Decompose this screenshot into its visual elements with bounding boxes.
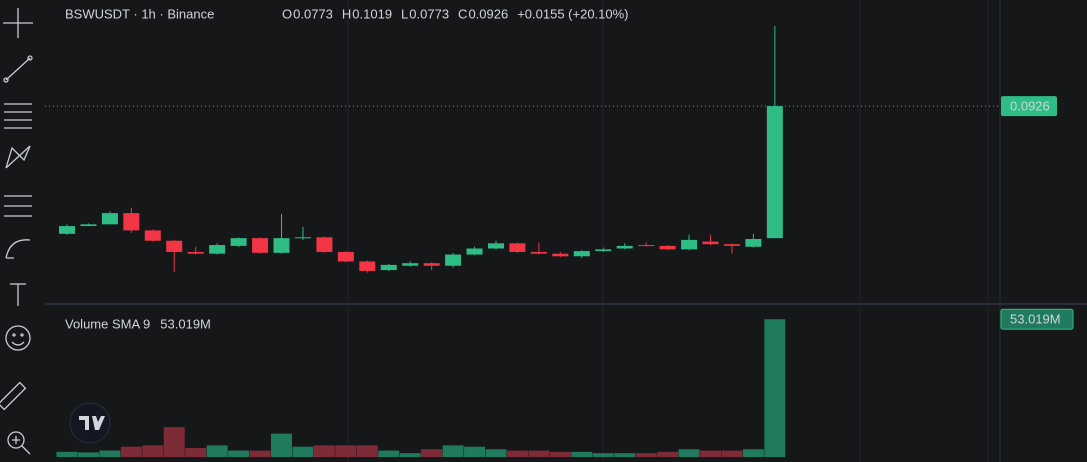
symbol-title: BSWUSDT · 1h · Binance: [65, 6, 214, 21]
volume-bar: [142, 445, 164, 458]
volume-bar: [549, 451, 571, 458]
candle-body: [702, 241, 719, 245]
ohlc-value: 0.1019: [352, 6, 392, 21]
volume-bar: [592, 453, 614, 458]
volume-bar: [249, 450, 271, 458]
candle-body: [359, 261, 376, 271]
volume-bar: [399, 453, 421, 458]
candle-body: [573, 251, 590, 257]
ohlc-value: 0.0773: [409, 6, 449, 21]
ohlc-value: 0.0926: [468, 6, 508, 21]
candle-body: [80, 224, 97, 227]
candle-body: [595, 249, 612, 252]
candle-body: [616, 245, 633, 249]
volume-bar: [356, 445, 378, 458]
volume-bar: [742, 449, 764, 458]
volume-bar: [721, 450, 743, 458]
volume-bar: [56, 451, 78, 458]
candle-body: [552, 253, 569, 257]
volume-bar: [506, 450, 528, 458]
toolbar: [0, 8, 33, 455]
volume-bar: [764, 319, 786, 458]
indicator-title: Volume SMA 9: [65, 316, 150, 331]
candle-body: [209, 245, 226, 254]
volume-bar: [163, 427, 185, 458]
volume-bar: [77, 452, 99, 458]
candle-body: [252, 238, 269, 253]
volume-bar: [206, 445, 228, 458]
candle-body: [273, 238, 290, 253]
candle-body: [316, 237, 333, 252]
candle-body: [423, 263, 440, 266]
volume-tag-label: 53.019M: [1010, 312, 1061, 327]
candle-body: [745, 239, 762, 247]
candle-body: [294, 237, 311, 239]
candle-body: [59, 226, 75, 234]
volume-bar: [185, 447, 207, 458]
candle-body: [466, 248, 483, 255]
candle-body: [488, 243, 504, 249]
volume-bar: [99, 450, 121, 458]
ohlc-value: 0.0773: [293, 6, 333, 21]
candle-body: [530, 251, 547, 254]
volume-bar: [678, 449, 700, 458]
volume-bar: [614, 453, 636, 458]
candle-body: [187, 251, 204, 254]
candle-body: [123, 213, 140, 231]
volume-bar: [313, 445, 335, 458]
volume-bar: [378, 450, 400, 458]
candle-body: [681, 239, 698, 250]
volume-tag: [1000, 308, 1074, 330]
volume-bar: [421, 449, 443, 458]
volume-bar: [335, 445, 357, 458]
volume-bar: [635, 453, 657, 458]
candle-body: [337, 251, 354, 262]
volume-bar: [228, 450, 250, 458]
ohlc-key: C: [458, 6, 467, 21]
volume-bar: [700, 450, 721, 458]
price-change: +0.0155 (+20.10%): [517, 6, 628, 21]
indicator-value: 53.019M: [160, 316, 211, 331]
volume-bar: [485, 449, 507, 458]
candle-body: [659, 245, 676, 250]
volume-bar: [442, 445, 464, 458]
candle-body: [101, 213, 118, 225]
ohlc-key: L: [401, 6, 408, 21]
volume-bar: [528, 450, 550, 458]
candle-body: [509, 243, 526, 252]
volume-bar: [571, 451, 593, 458]
last-price-tag: [1001, 96, 1057, 117]
volume-bar: [120, 446, 142, 458]
last-price-label: 0.0926: [1010, 99, 1050, 114]
candle-body: [402, 263, 419, 266]
candle-body: [144, 230, 161, 241]
candle-body: [230, 238, 247, 246]
candle-body: [166, 240, 183, 252]
candle-body: [766, 106, 783, 239]
volume-bar: [464, 446, 486, 458]
ohlc-key: O: [282, 6, 292, 21]
volume-bar: [657, 451, 679, 458]
candle-body: [445, 254, 462, 266]
candle-body: [638, 245, 655, 247]
candle-body: [380, 264, 397, 271]
volume-bar: [271, 433, 292, 458]
candle-body: [723, 244, 740, 246]
logo: [69, 402, 111, 444]
volume-bar: [292, 446, 314, 458]
marks: [45, 25, 1074, 458]
ohlc-key: H: [342, 6, 351, 21]
